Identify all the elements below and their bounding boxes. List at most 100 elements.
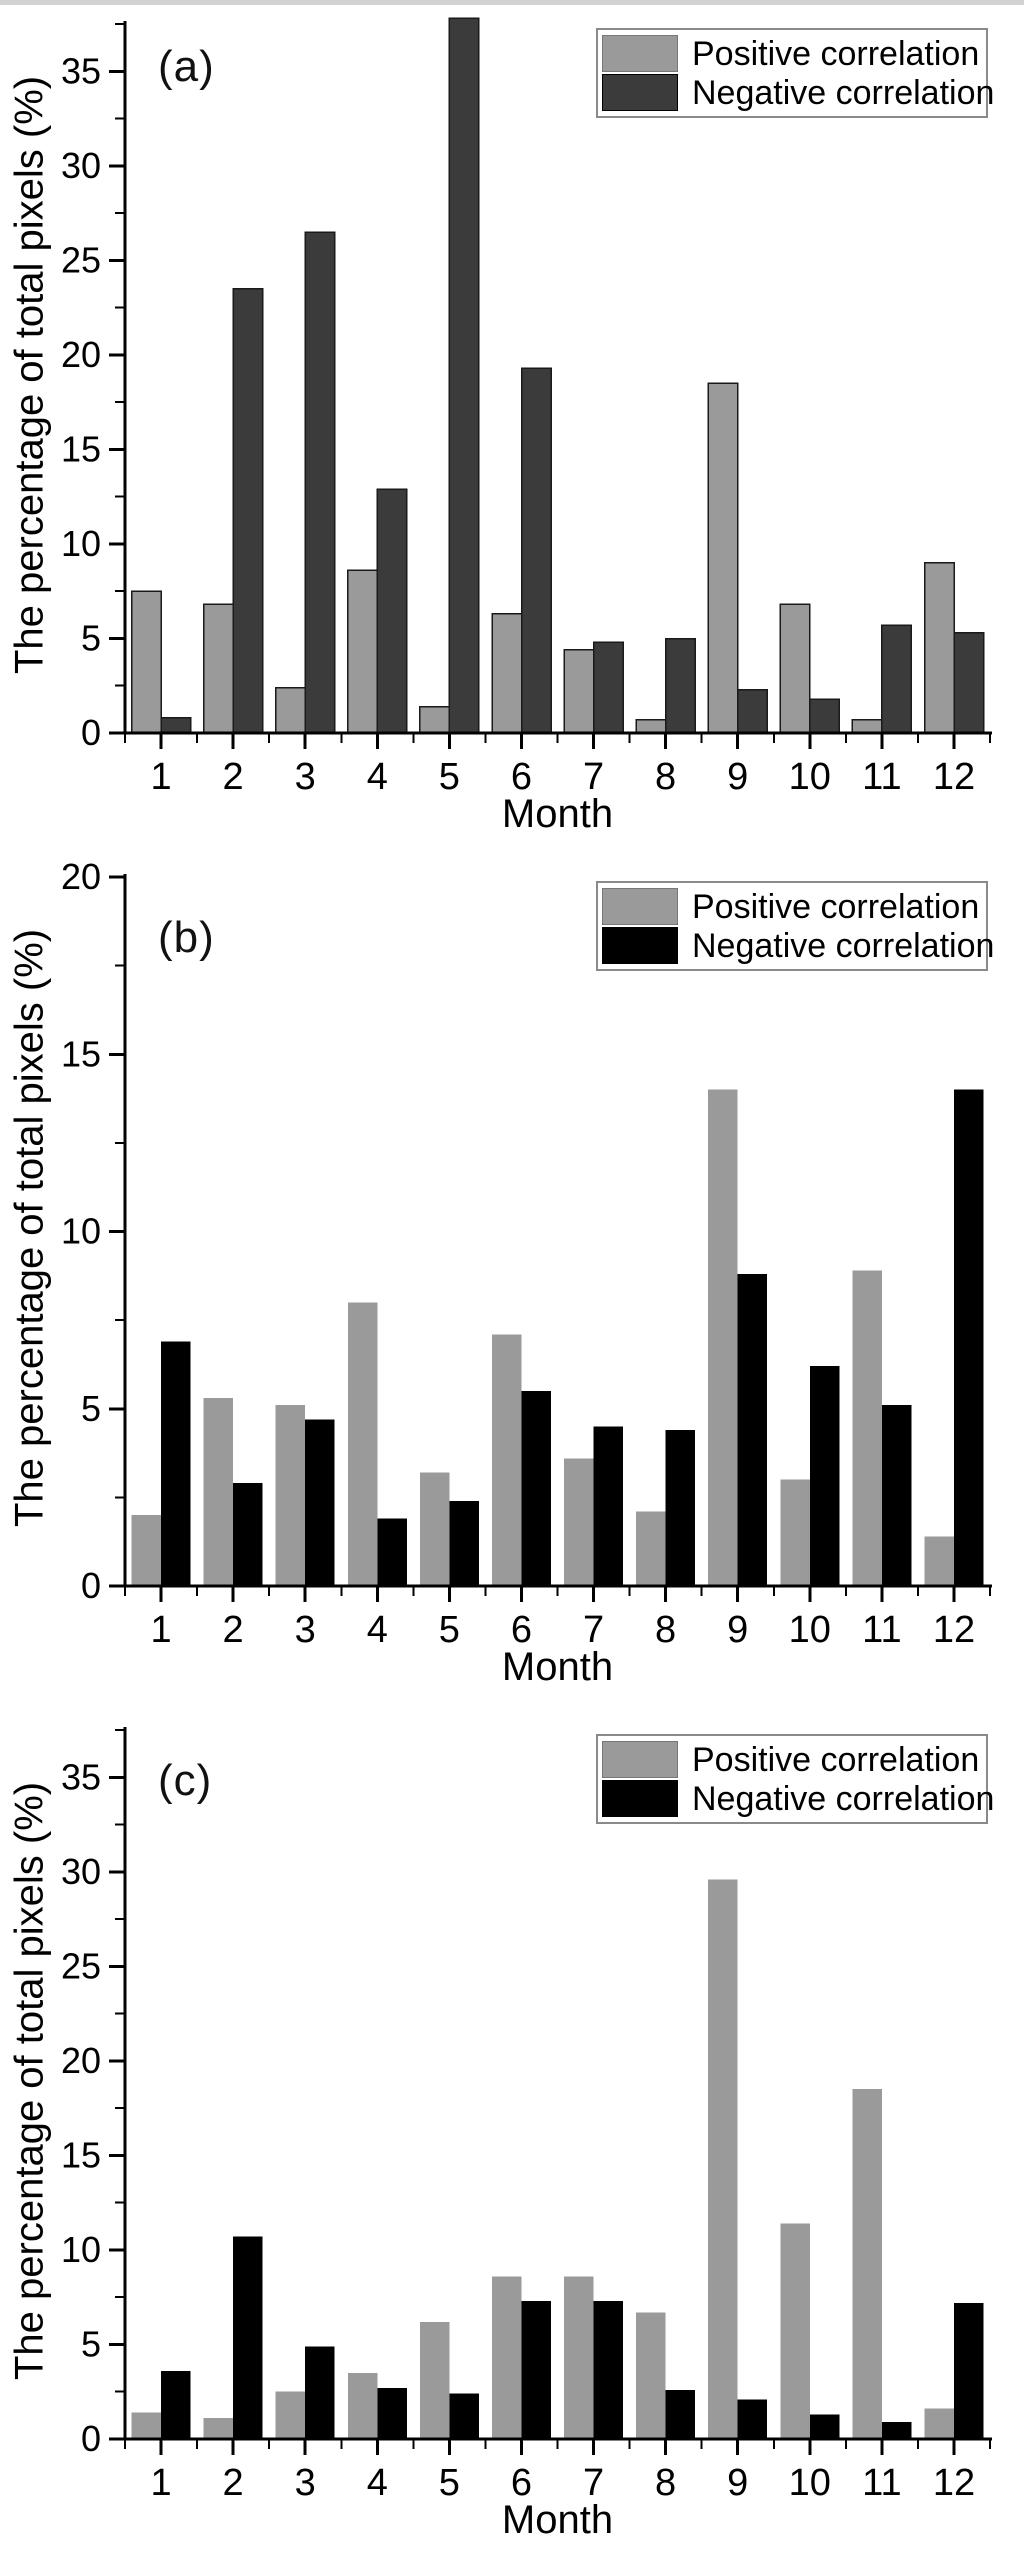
bar — [347, 2372, 378, 2439]
y-axis-title: The percentage of total pixels (%) — [7, 1781, 52, 2381]
y-tick-label: 25 — [61, 239, 101, 280]
x-tick-label: 8 — [655, 1609, 676, 1651]
x-axis-title: Month — [501, 792, 614, 836]
legend-swatch-negative — [602, 1780, 678, 1817]
bar — [779, 603, 811, 734]
bar — [924, 2408, 954, 2439]
legend-row-positive: Positive correlation — [602, 887, 982, 926]
bar — [881, 624, 913, 734]
y-tick-label: 10 — [61, 1211, 101, 1252]
legend: Positive correlation Negative correlatio… — [596, 1734, 994, 1824]
bar — [665, 1430, 696, 1586]
bar — [881, 2422, 912, 2439]
bar — [593, 2301, 623, 2439]
legend-label-positive: Positive correlation — [692, 887, 980, 926]
y-tick-label: 30 — [61, 145, 101, 186]
y-tick-label: 20 — [61, 334, 101, 375]
chart-panel-c: 0 5 10 15 20 25 30 35 1 2 3 4 5 6 7 8 9 10 11 12 (c) The pe… — [0, 1706, 1024, 2559]
x-tick-label: 5 — [439, 2462, 460, 2504]
bar — [924, 1536, 954, 1586]
y-tick-label: 0 — [81, 712, 101, 753]
legend-swatch-positive — [602, 888, 678, 925]
x-tick-label: 10 — [789, 756, 831, 798]
x-tick-label: 8 — [655, 2462, 676, 2504]
x-tick-label: 6 — [511, 756, 532, 798]
bar — [520, 367, 552, 734]
y-tick-label: 10 — [61, 2229, 101, 2270]
bar — [377, 2388, 407, 2439]
bar — [347, 569, 379, 734]
x-tick-label: 2 — [223, 756, 244, 798]
bar — [923, 562, 955, 734]
legend: Positive correlation Negative correlatio… — [596, 28, 994, 118]
bar — [665, 2389, 696, 2439]
bar — [563, 649, 595, 734]
x-axis-title: Month — [501, 1645, 614, 1689]
y-tick-label: 35 — [61, 50, 101, 91]
x-tick-label: 7 — [583, 756, 604, 798]
bar — [131, 1515, 161, 1586]
x-tick-label: 12 — [933, 1609, 975, 1651]
legend-row-negative: Negative correlation — [602, 1779, 994, 1818]
legend-label-negative: Negative correlation — [692, 926, 995, 965]
bar — [737, 1274, 768, 1586]
legend-row-negative: Negative correlation — [602, 926, 994, 965]
panel-label-b: (b) — [158, 913, 215, 962]
y-tick-label: 10 — [61, 523, 101, 564]
x-tick-label: 6 — [511, 1609, 532, 1651]
x-tick-label: 11 — [862, 2462, 901, 2504]
y-tick-label: 25 — [61, 1945, 101, 1986]
legend-label-negative: Negative correlation — [692, 1779, 995, 1818]
x-tick-label: 3 — [295, 1609, 316, 1651]
x-tick-label: 9 — [727, 756, 748, 798]
y-tick-label: 20 — [61, 2040, 101, 2081]
bar — [275, 1405, 306, 1586]
x-tick-label: 4 — [367, 1609, 388, 1651]
bar — [274, 686, 306, 734]
bar — [521, 2301, 551, 2439]
bar — [954, 2302, 984, 2439]
bar — [377, 1518, 407, 1586]
bar — [161, 2370, 191, 2439]
y-tick-label: 35 — [61, 1756, 101, 1797]
bar — [304, 231, 336, 734]
y-tick-label: 5 — [81, 1388, 101, 1429]
legend-swatch-negative — [602, 927, 678, 964]
bar — [449, 2393, 479, 2439]
legend-swatch-positive — [602, 35, 678, 72]
bar — [275, 2391, 306, 2439]
bar — [708, 1879, 738, 2439]
legend-row-positive: Positive correlation — [602, 34, 982, 73]
bar — [664, 637, 696, 734]
x-tick-label: 4 — [367, 756, 388, 798]
x-tick-label: 2 — [223, 2462, 244, 2504]
bar — [707, 382, 739, 734]
bar — [130, 590, 162, 734]
x-tick-label: 10 — [789, 1609, 831, 1651]
bar — [449, 1500, 479, 1586]
legend-label-positive: Positive correlation — [692, 34, 980, 73]
x-axis-title: Month — [501, 2498, 614, 2542]
x-tick-label: 9 — [727, 2462, 748, 2504]
legend: Positive correlation Negative correlatio… — [596, 881, 994, 971]
legend-swatch-positive — [602, 1741, 678, 1778]
bar — [852, 1270, 882, 1586]
x-tick-label: 6 — [511, 2462, 532, 2504]
bar — [131, 2412, 161, 2439]
bar — [953, 632, 985, 734]
x-tick-label: 3 — [295, 2462, 316, 2504]
y-axis-title: The percentage of total pixels (%) — [7, 928, 52, 1528]
y-tick-label: 5 — [81, 617, 101, 658]
x-tick-label: 7 — [583, 1609, 604, 1651]
legend-swatch-negative — [602, 74, 678, 111]
bar — [419, 2321, 450, 2439]
bar — [376, 488, 408, 734]
y-tick-label: 20 — [61, 856, 101, 897]
chart-panel-a: 0 5 10 15 20 25 30 35 1 2 3 4 5 6 7 8 9 10 11 12 (a) The pe… — [0, 0, 1024, 853]
bar — [736, 688, 768, 734]
x-tick-label: 11 — [862, 1609, 901, 1651]
x-tick-label: 9 — [727, 1609, 748, 1651]
bar — [448, 17, 480, 734]
x-tick-label: 7 — [583, 2462, 604, 2504]
